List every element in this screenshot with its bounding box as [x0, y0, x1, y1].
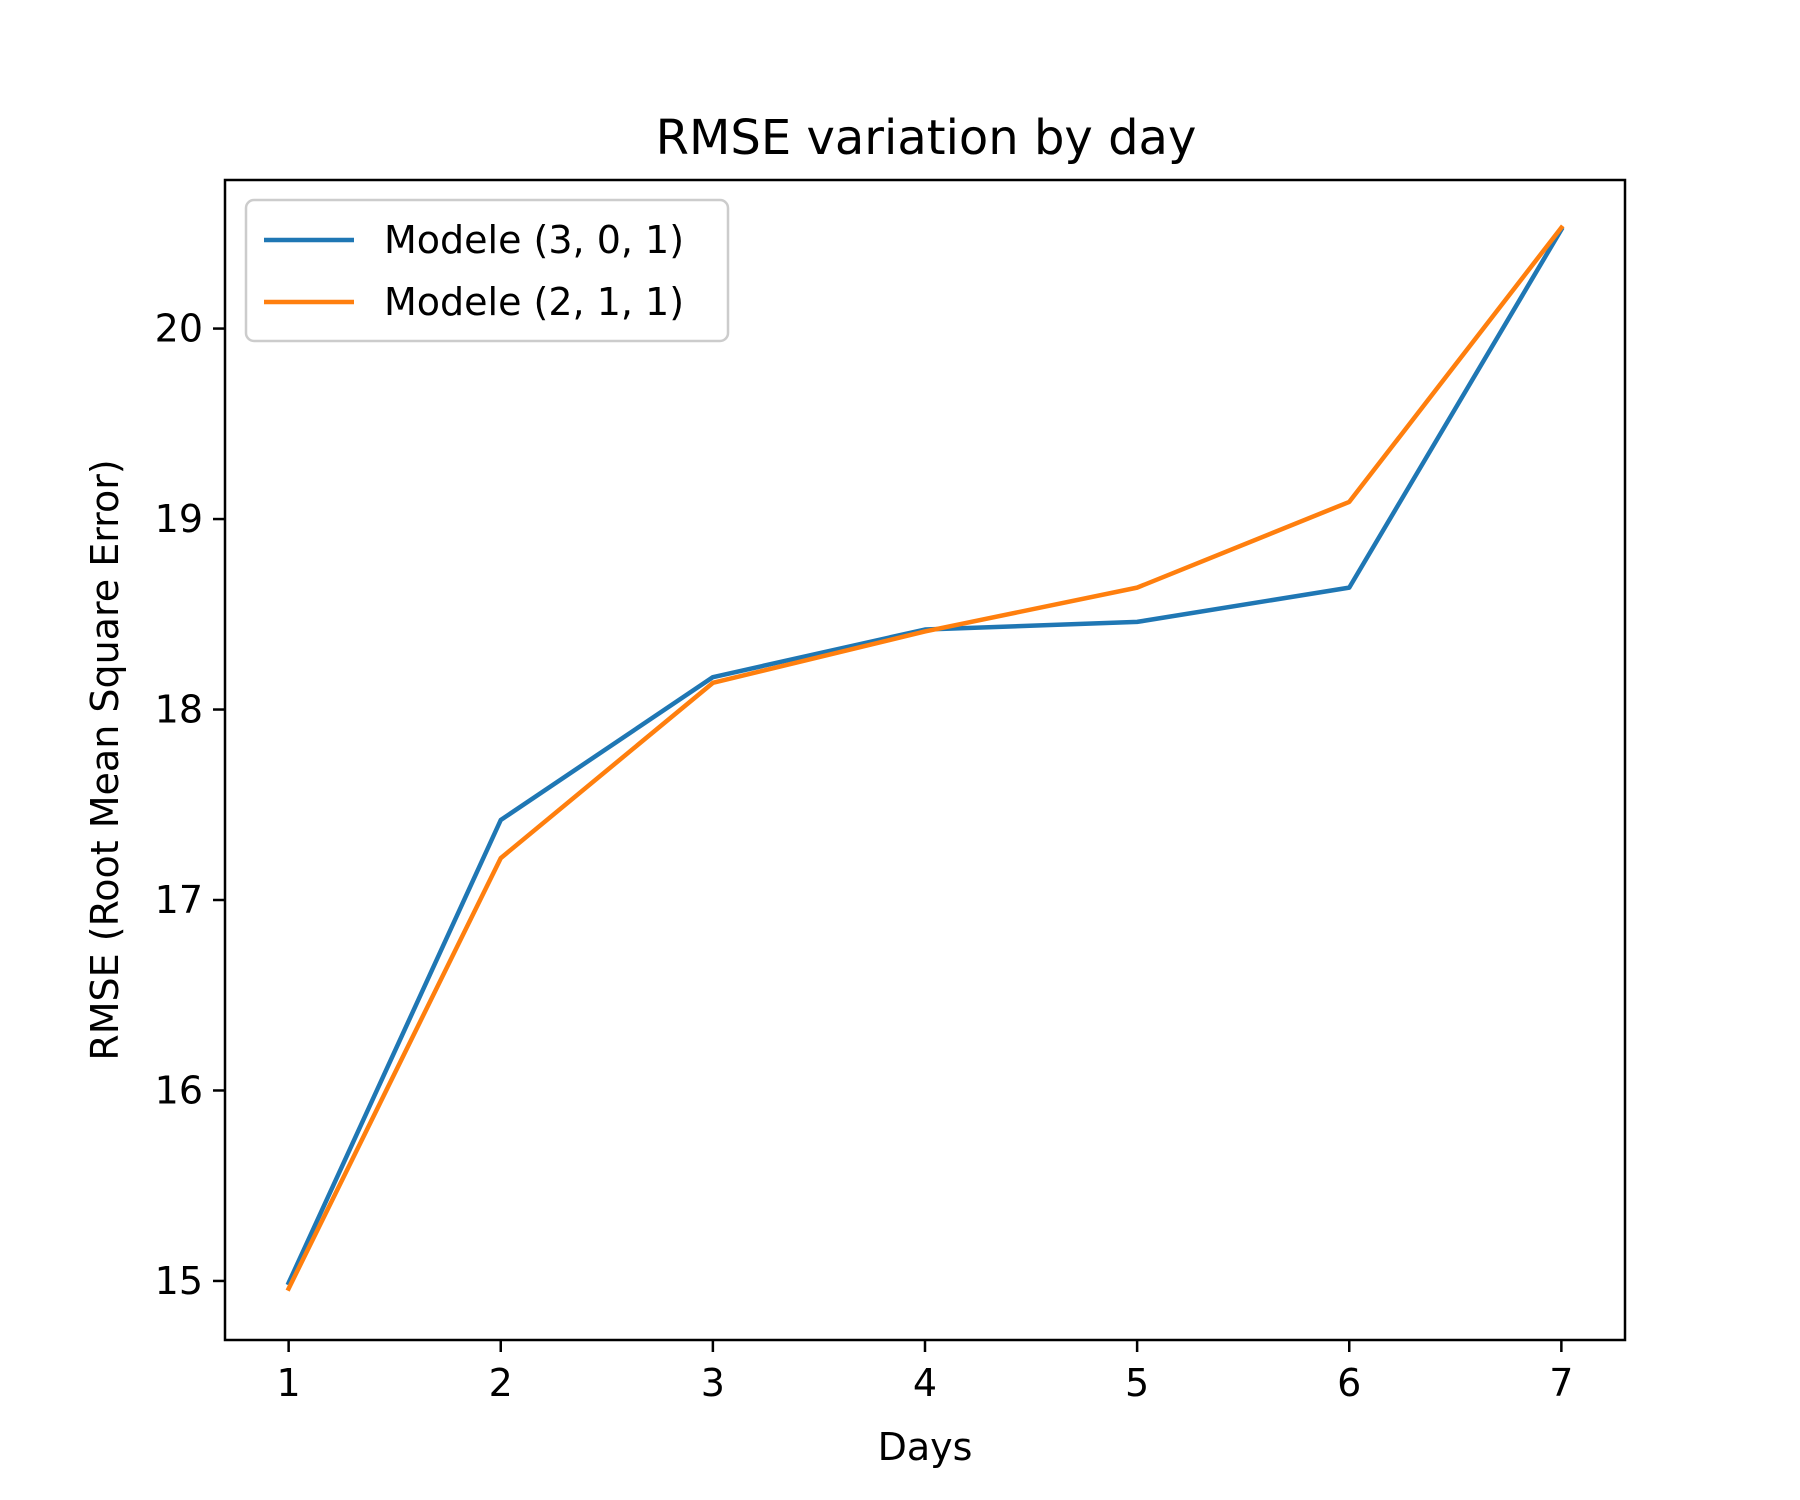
y-tick-label: 16	[155, 1068, 203, 1112]
x-tick-label: 5	[1125, 1361, 1149, 1405]
x-tick-label: 7	[1549, 1361, 1573, 1405]
x-tick-label: 1	[277, 1361, 301, 1405]
x-tick-label: 2	[489, 1361, 513, 1405]
legend: Modele (3, 0, 1) Modele (2, 1, 1)	[244, 198, 730, 343]
series-line-2	[285, 224, 1565, 1292]
y-axis-ticks: 15 16 17 18 19 20	[155, 307, 225, 1303]
y-axis-label: RMSE (Root Mean Square Error)	[83, 459, 127, 1060]
chart-title: RMSE variation by day	[656, 110, 1197, 166]
y-tick-label: 19	[155, 497, 203, 541]
x-axis-ticks: 1 2 3 4 5 6 7	[277, 1340, 1573, 1405]
y-tick-label: 15	[155, 1259, 203, 1303]
legend-label-2: Modele (2, 1, 1)	[384, 280, 684, 324]
legend-box	[244, 198, 730, 343]
x-tick-label: 3	[701, 1361, 725, 1405]
x-tick-label: 6	[1337, 1361, 1361, 1405]
y-tick-label: 20	[155, 307, 203, 351]
y-tick-label: 17	[155, 878, 203, 922]
series-layer	[285, 224, 1565, 1292]
x-tick-label: 4	[913, 1361, 937, 1405]
legend-label-1: Modele (3, 0, 1)	[384, 218, 684, 262]
y-tick-label: 18	[155, 688, 203, 732]
x-axis-label: Days	[878, 1425, 973, 1469]
